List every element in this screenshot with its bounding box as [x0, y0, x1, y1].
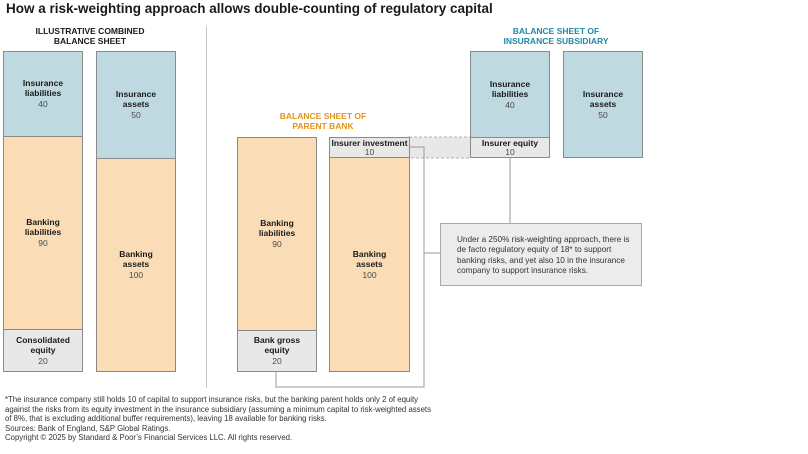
combined-sheet-title: ILLUSTRATIVE COMBINED BALANCE SHEET — [35, 26, 145, 46]
block-label: Insurance assets — [115, 89, 157, 109]
block-label: Bank gross equity — [253, 335, 301, 355]
subsidiary-insurer-equity-block: Insurer equity 10 — [470, 137, 550, 158]
block-label: Insurance assets — [582, 88, 624, 109]
block-value: 90 — [38, 238, 48, 248]
block-label: Insurer equity — [481, 138, 539, 148]
parent-bank-gross-equity-block: Bank gross equity 20 — [237, 330, 317, 372]
parent-insurer-investment-block: Insurer investment 10 — [329, 137, 410, 158]
equity-to-investment-connector — [275, 146, 425, 388]
block-label: Banking assets — [119, 249, 153, 269]
block-label: Banking liabilities — [258, 218, 296, 238]
explanatory-note: Under a 250% risk-weighting approach, th… — [440, 223, 642, 286]
parent-sheet-title: BALANCE SHEET OF PARENT BANK — [279, 111, 367, 131]
block-label: Insurance liabilities — [489, 78, 531, 99]
block-label: Insurer investment — [331, 138, 408, 148]
copyright-line: Copyright © 2025 by Standard & Poor’s Fi… — [5, 433, 293, 443]
footnote-line: against the risks from its equity invest… — [5, 404, 431, 414]
block-label: Banking liabilities — [24, 217, 62, 237]
page-title: How a risk-weighting approach allows dou… — [6, 1, 493, 16]
combined-banking-liabilities-block: Banking liabilities 90 — [3, 136, 83, 330]
block-label: Consolidated equity — [16, 334, 70, 355]
footnote-line: *The insurance company still holds 10 of… — [5, 395, 419, 404]
subsidiary-sheet-title: BALANCE SHEET OF INSURANCE SUBSIDIARY — [503, 26, 609, 46]
block-value: 50 — [131, 110, 141, 120]
subsidiary-insurance-assets-block: Insurance assets 50 — [563, 51, 643, 158]
sources-line: Sources: Bank of England, S&P Global Rat… — [5, 423, 171, 433]
block-value: 50 — [598, 109, 608, 120]
footer: *The insurance company still holds 10 of… — [5, 395, 795, 443]
footnote-line: of 8%, that is excluding additional buff… — [5, 414, 327, 424]
block-value: 90 — [272, 239, 282, 249]
parent-banking-assets-block: Banking assets 100 — [329, 157, 410, 372]
block-value: 40 — [505, 99, 515, 110]
combined-consolidated-equity-block: Consolidated equity 20 — [3, 329, 83, 372]
block-value: 100 — [362, 269, 377, 280]
block-label: Insurance liabilities — [22, 78, 64, 98]
subsidiary-insurance-liabilities-block: Insurance liabilities 40 — [470, 51, 550, 138]
parent-banking-liabilities-block: Banking liabilities 90 — [237, 137, 317, 331]
block-value: 40 — [38, 99, 48, 109]
block-value: 10 — [364, 147, 375, 157]
block-value: 20 — [272, 356, 282, 366]
block-value: 20 — [38, 355, 48, 366]
combined-banking-assets-block: Banking assets 100 — [96, 158, 176, 372]
section-divider — [206, 26, 207, 388]
combined-insurance-liabilities-block: Insurance liabilities 40 — [3, 51, 83, 137]
block-label: Banking assets — [352, 248, 387, 269]
combined-insurance-assets-block: Insurance assets 50 — [96, 51, 176, 159]
block-value: 100 — [128, 270, 144, 280]
block-value: 10 — [505, 147, 515, 157]
